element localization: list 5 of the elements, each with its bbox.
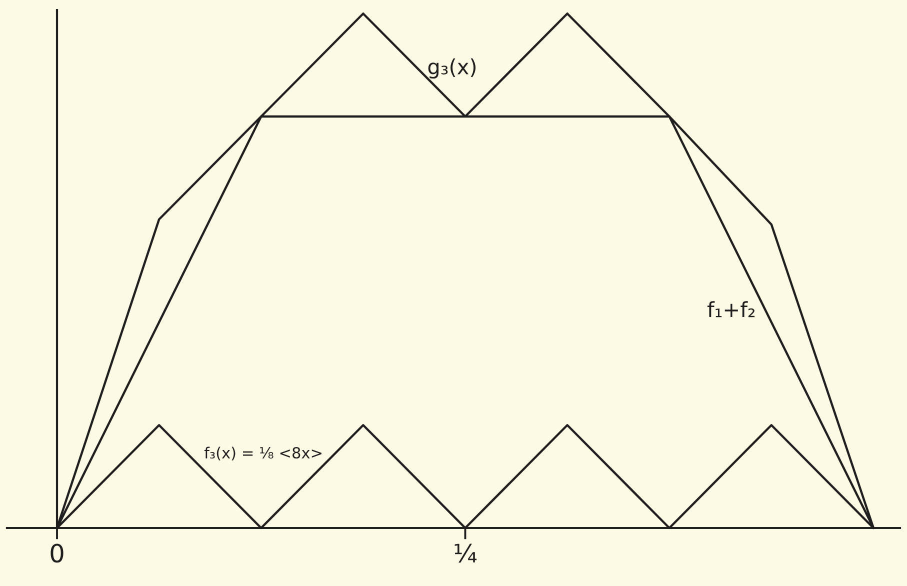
x-tick-label: ¼ (454, 544, 477, 563)
series-label: f₁+f₂ (707, 301, 755, 318)
series-label: g₃(x) (428, 58, 476, 79)
series-label: f₃(x) = ⅛ <8x> (204, 446, 322, 460)
x-tick-label: 0 (50, 544, 64, 563)
